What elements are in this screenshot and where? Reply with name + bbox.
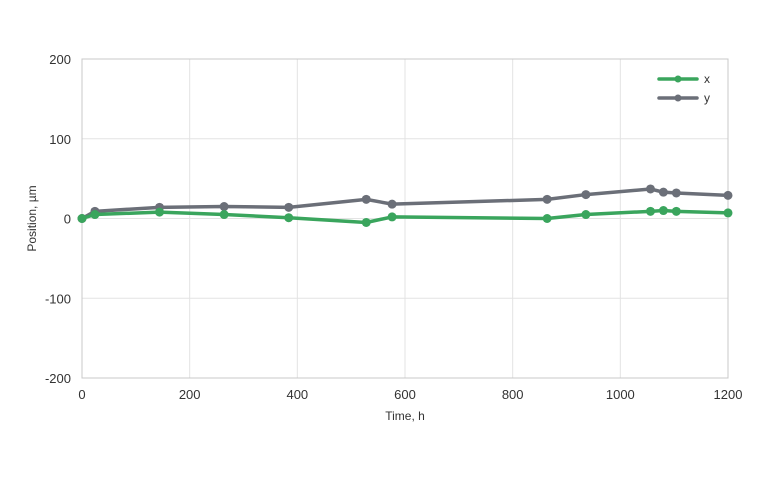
- x-tick-label: 1200: [714, 387, 743, 402]
- data-point-y: [284, 202, 294, 212]
- y-tick-label: -200: [45, 371, 71, 386]
- data-point-x: [542, 214, 552, 223]
- data-point-y: [361, 194, 371, 204]
- data-point-x: [581, 210, 591, 220]
- data-point-x: [645, 206, 655, 216]
- legend-swatch-marker: [674, 75, 682, 83]
- data-point-x: [219, 210, 229, 220]
- data-point-x: [284, 213, 294, 223]
- data-point-x: [155, 207, 165, 217]
- data-point-x: [90, 210, 100, 220]
- y-axis-ticks: -200 -100 0 100 200: [45, 52, 71, 386]
- legend: xy: [657, 72, 710, 105]
- legend-item-x: x: [657, 72, 710, 86]
- data-point-y: [671, 188, 681, 198]
- x-tick-label: 200: [179, 387, 201, 402]
- x-tick-label: 1000: [606, 387, 635, 402]
- series-layer: [77, 184, 733, 227]
- data-point-x: [387, 212, 397, 222]
- data-point-x: [671, 206, 681, 216]
- data-point-y: [658, 187, 668, 197]
- x-axis-title: Time, h: [385, 409, 425, 423]
- y-axis-title: Position, µm: [25, 185, 39, 251]
- data-point-x: [77, 214, 87, 223]
- legend-label: x: [704, 72, 710, 86]
- data-point-y: [387, 199, 397, 209]
- x-tick-label: 800: [502, 387, 524, 402]
- y-tick-label: 0: [64, 212, 71, 227]
- x-tick-label: 600: [394, 387, 416, 402]
- data-point-x: [361, 217, 371, 227]
- y-tick-label: 100: [49, 132, 71, 147]
- x-tick-label: 0: [78, 387, 85, 402]
- y-tick-label: -100: [45, 291, 71, 306]
- data-point-y: [581, 190, 591, 200]
- data-point-y: [542, 194, 552, 204]
- series-x: [77, 206, 733, 227]
- data-point-y: [645, 184, 655, 194]
- data-point-x: [723, 208, 733, 218]
- x-tick-label: 400: [286, 387, 308, 402]
- legend-label: y: [704, 91, 710, 105]
- legend-swatch-marker: [674, 94, 682, 102]
- y-tick-label: 200: [49, 52, 71, 67]
- data-point-y: [219, 202, 229, 212]
- legend-item-y: y: [657, 91, 710, 105]
- x-axis-ticks: 0 200 400 600 800 1000 1200: [78, 387, 742, 402]
- data-point-y: [723, 190, 733, 200]
- data-point-x: [658, 206, 668, 216]
